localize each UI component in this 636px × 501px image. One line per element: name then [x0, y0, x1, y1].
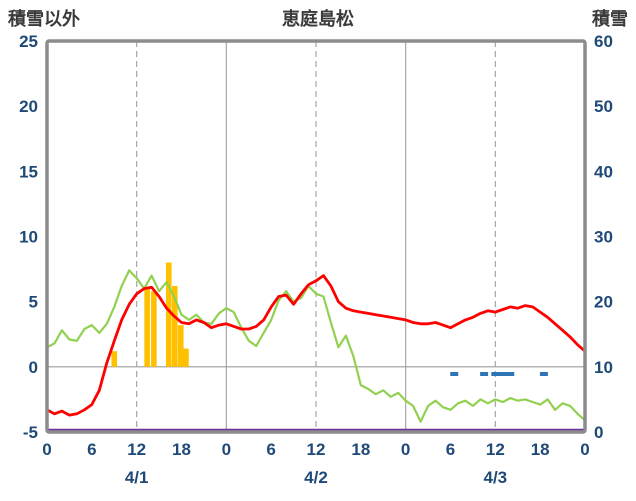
- right-axis-tick: 40: [594, 162, 613, 181]
- hour-label: 18: [172, 440, 191, 459]
- date-label: 4/3: [484, 468, 508, 487]
- hour-label: 12: [486, 440, 505, 459]
- hour-label: 6: [266, 440, 275, 459]
- left-axis-tick: 25: [19, 32, 38, 51]
- date-label: 4/1: [125, 468, 149, 487]
- hour-label: 12: [127, 440, 146, 459]
- left-axis-tick: -5: [23, 423, 38, 442]
- hour-label: 6: [446, 440, 455, 459]
- right-axis-tick: 20: [594, 293, 613, 312]
- orange-bars: [183, 348, 189, 367]
- hour-label: 18: [351, 440, 370, 459]
- orange-bars: [171, 286, 178, 367]
- left-axis-tick: 0: [29, 358, 38, 377]
- hour-label: 0: [42, 440, 51, 459]
- blue-marks: [480, 372, 489, 377]
- plot-border: [45, 39, 587, 434]
- blue-marks: [450, 372, 459, 377]
- left-axis-title: 積雪以外: [8, 9, 80, 29]
- right-axis-tick: 50: [594, 97, 613, 116]
- right-axis-tick: 60: [594, 32, 613, 51]
- left-axis-tick: 20: [19, 97, 38, 116]
- orange-bars: [111, 351, 118, 367]
- right-axis-tick: 30: [594, 228, 613, 247]
- orange-bars: [177, 325, 184, 367]
- chart-title: 恵庭島松: [282, 9, 354, 29]
- green-line: [45, 269, 587, 423]
- hour-label: 0: [401, 440, 410, 459]
- right-axis-tick: 0: [594, 423, 603, 442]
- left-axis-tick: 10: [19, 228, 38, 247]
- orange-bars: [165, 262, 172, 367]
- hour-label: 0: [222, 440, 231, 459]
- red-line: [45, 274, 587, 417]
- orange-bars: [151, 291, 157, 367]
- date-label: 4/2: [304, 468, 328, 487]
- hour-label: 12: [307, 440, 326, 459]
- left-axis-tick: 15: [19, 162, 38, 181]
- blue-marks: [498, 372, 507, 377]
- orange-bars: [144, 288, 150, 367]
- blue-marks: [539, 372, 548, 377]
- blue-marks: [491, 372, 500, 377]
- hour-label: 0: [580, 440, 589, 459]
- blue-marks: [506, 372, 515, 377]
- right-axis-title: 積雪: [592, 9, 628, 29]
- hour-label: 6: [87, 440, 96, 459]
- left-axis-tick: 5: [29, 293, 38, 312]
- hour-label: 18: [531, 440, 550, 459]
- right-axis-tick: 10: [594, 358, 613, 377]
